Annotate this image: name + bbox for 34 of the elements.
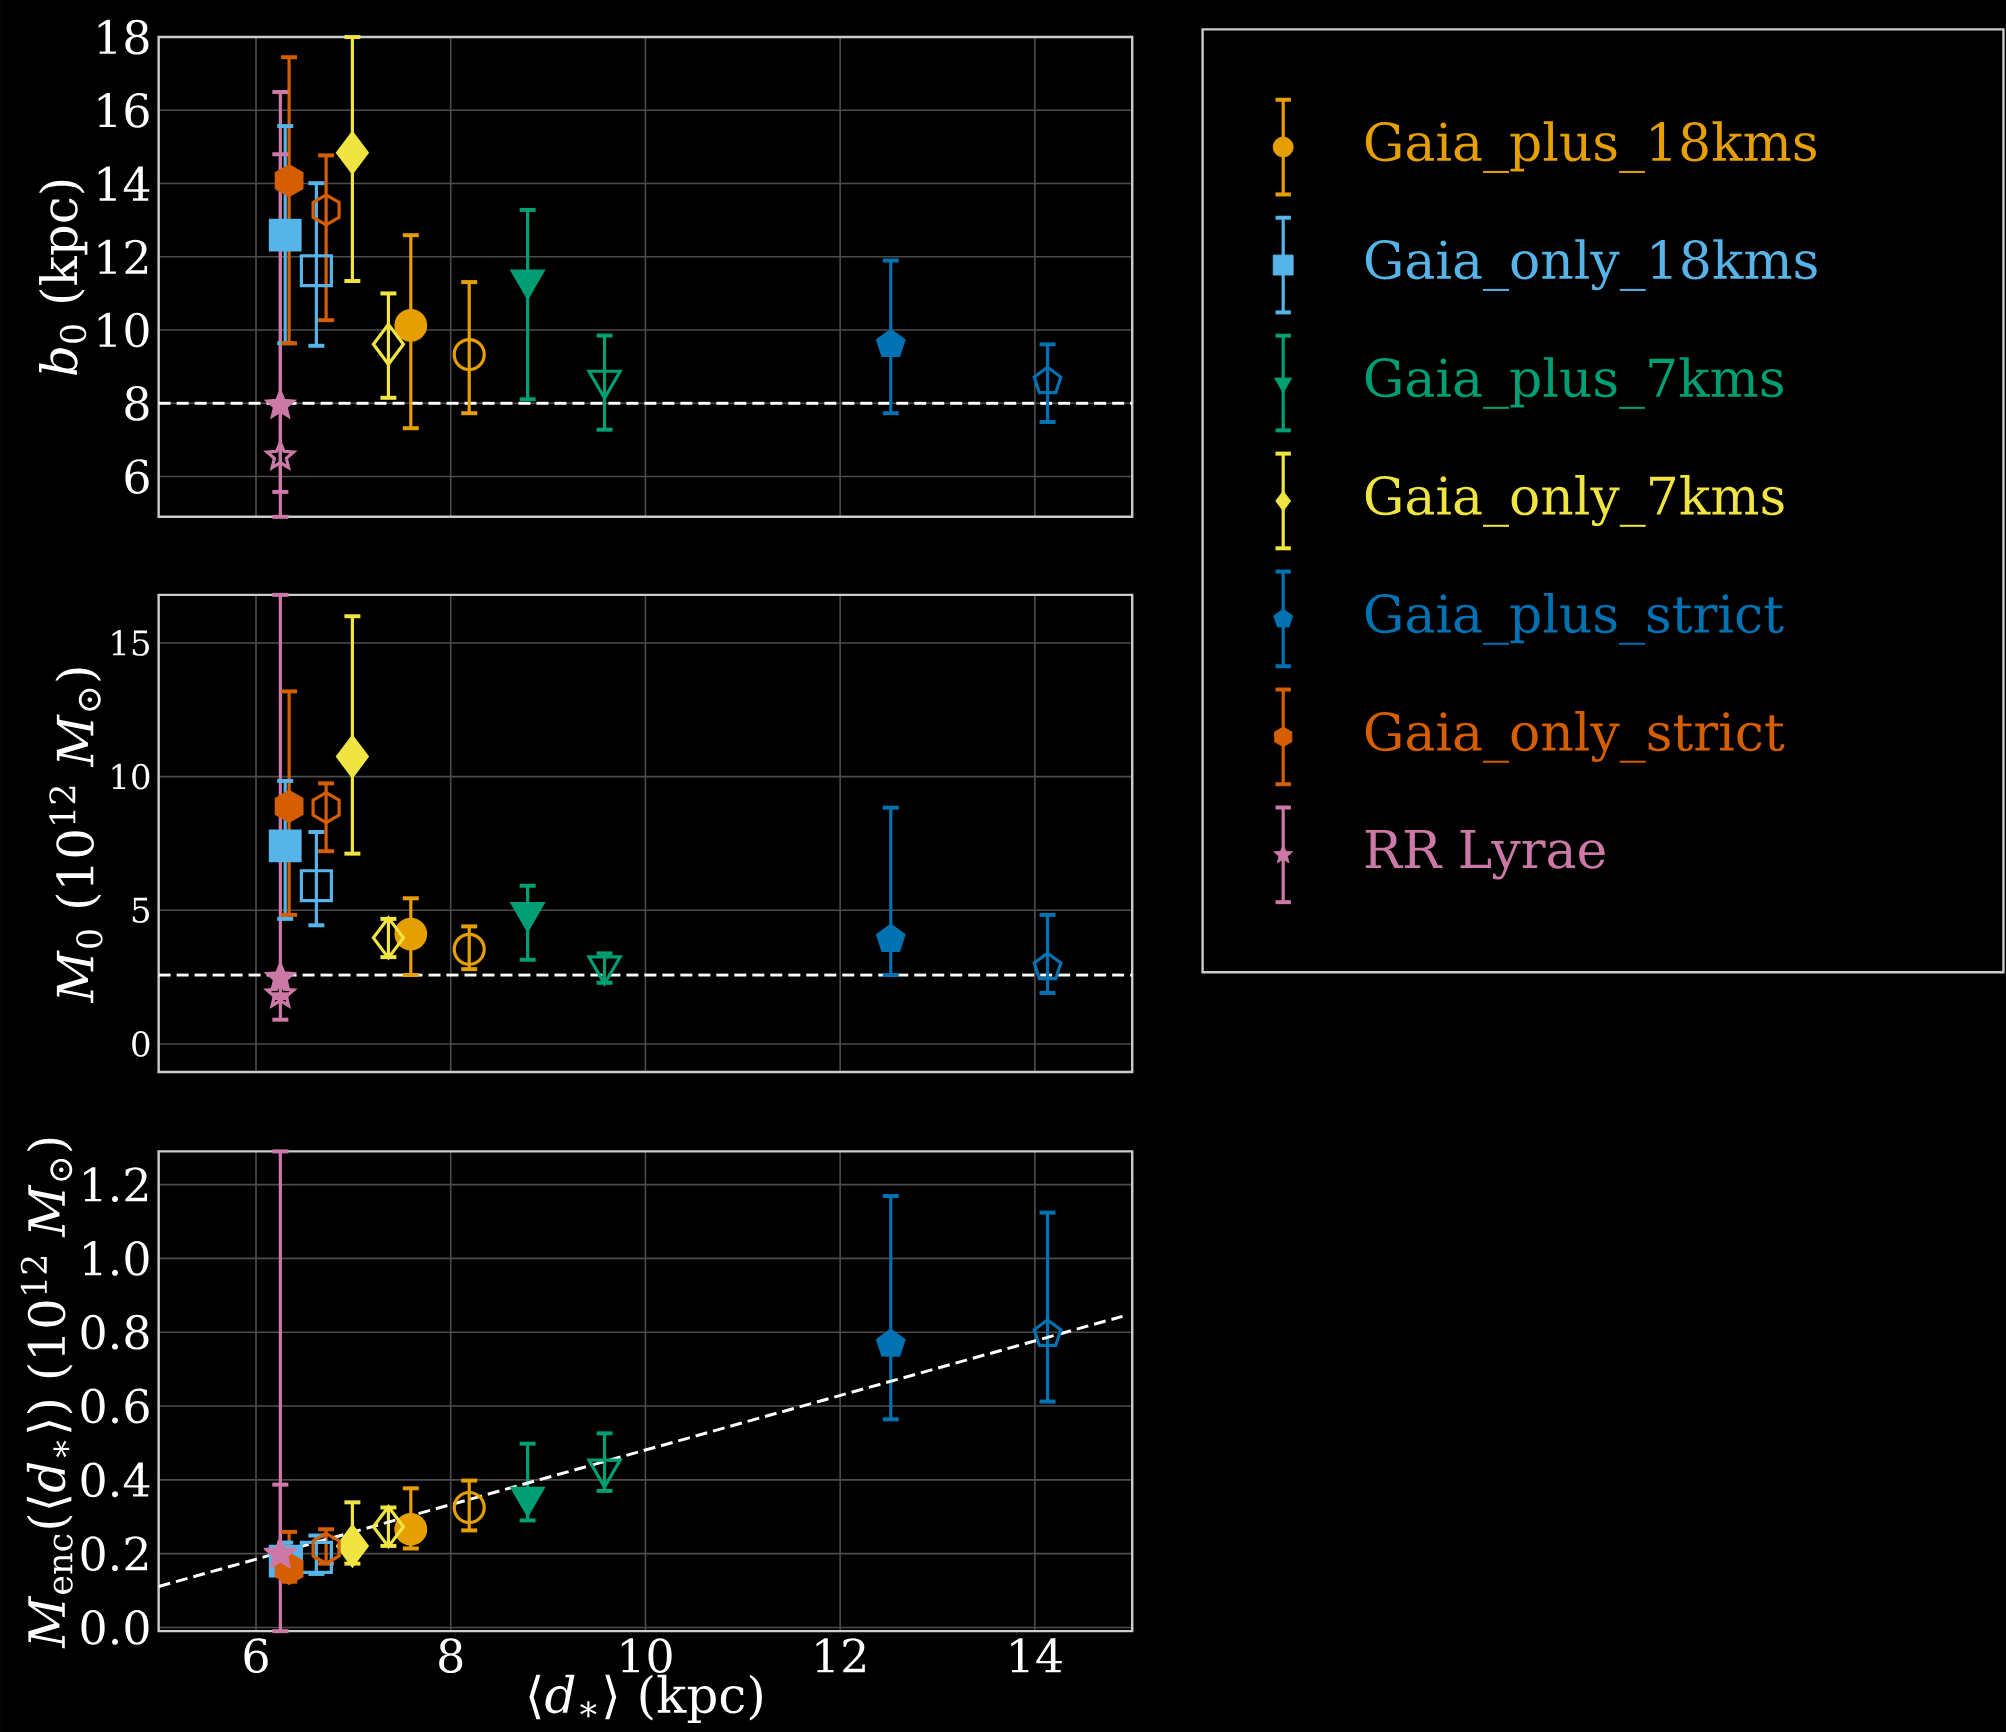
x-tick-label: 6: [244, 1638, 268, 1673]
legend-label: Gaia_only_18kms: [1365, 239, 1817, 291]
y-tick-label: 1.2: [84, 1167, 148, 1202]
x-tick-label: 12: [816, 1638, 865, 1673]
x-tick-label: 10: [621, 1638, 672, 1673]
legend-label: Gaia_only_strict: [1365, 710, 1785, 763]
y-tick-label: 16: [98, 92, 149, 128]
y-tick-label: 0.4: [81, 1462, 150, 1498]
y-tick-label: 5: [132, 897, 149, 923]
legend-label: Gaia_plus_strict: [1365, 592, 1784, 645]
text: M$_{enc}$(⟨d$_{∗}$⟩) (10$^{12}$ M$_{⊙}$): [20, 1138, 73, 1649]
y-tick-label: 0.0: [81, 1609, 149, 1645]
y-tick-label: 0.6: [81, 1388, 149, 1424]
legend-label: RR Lyrae: [1365, 830, 1605, 880]
y-tick-label: 12: [98, 239, 148, 274]
y-tick-label: 18: [98, 19, 149, 55]
y-tick-label: 0.8: [81, 1314, 149, 1350]
legend-label: Gaia_plus_18kms: [1365, 121, 1816, 173]
y-tick-label: 10: [98, 312, 149, 348]
y-axis-title: b$_{0}$ (kpc): [38, 180, 88, 375]
y-tick-label: 6: [125, 459, 149, 494]
legend-label: Gaia_only_7kms: [1365, 474, 1784, 527]
y-tick-label: 1.0: [84, 1240, 149, 1276]
y-axis-title: M$_{0}$ (10$^{12}$ M$_{⊙}$): [49, 668, 103, 1004]
y-tick-label: 10: [112, 763, 150, 790]
y-tick-label: 15: [112, 630, 149, 656]
legend-label: Gaia_plus_7kms: [1365, 357, 1783, 409]
x-tick-label: 14: [1011, 1638, 1062, 1673]
x-tick-label: 8: [439, 1638, 463, 1673]
y-tick-label: 0: [132, 1031, 150, 1057]
y-tick-label: 14: [98, 166, 150, 201]
x-axis-title: ⟨d$_{∗}$⟩ (kpc): [529, 1674, 762, 1723]
y-tick-label: 0.2: [81, 1536, 148, 1571]
y-tick-label: 8: [125, 385, 149, 421]
